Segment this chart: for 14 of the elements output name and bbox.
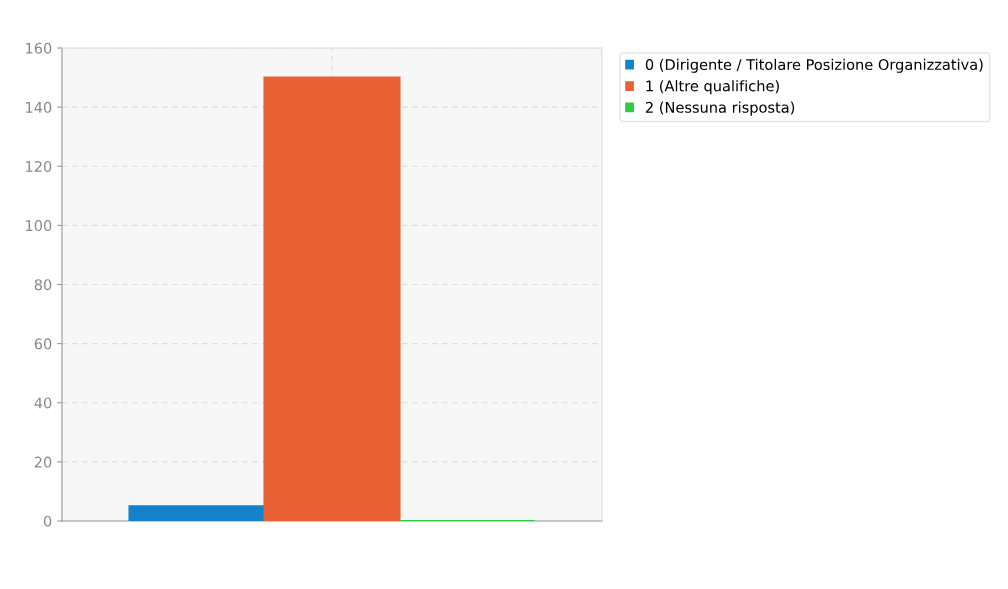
legend-label: 0 (Dirigente / Titolare Posizione Organizzativa) bbox=[645, 58, 983, 73]
y-tick-label: 100 bbox=[26, 220, 52, 232]
y-tick-label: 60 bbox=[34, 338, 52, 350]
bar bbox=[263, 76, 401, 521]
y-tick-label: 40 bbox=[34, 397, 52, 409]
legend-label: 2 (Nessuna risposta) bbox=[645, 101, 795, 116]
bar bbox=[128, 505, 266, 521]
y-tick-label: 80 bbox=[34, 279, 52, 291]
y-tick-label: 20 bbox=[34, 456, 52, 468]
y-tick-label: 140 bbox=[26, 101, 52, 113]
y-tick-label: 120 bbox=[26, 160, 52, 172]
y-tick-label: 160 bbox=[26, 42, 52, 54]
legend-label: 1 (Altre qualifiche) bbox=[646, 80, 779, 95]
y-tick-label: 0 bbox=[43, 515, 52, 527]
